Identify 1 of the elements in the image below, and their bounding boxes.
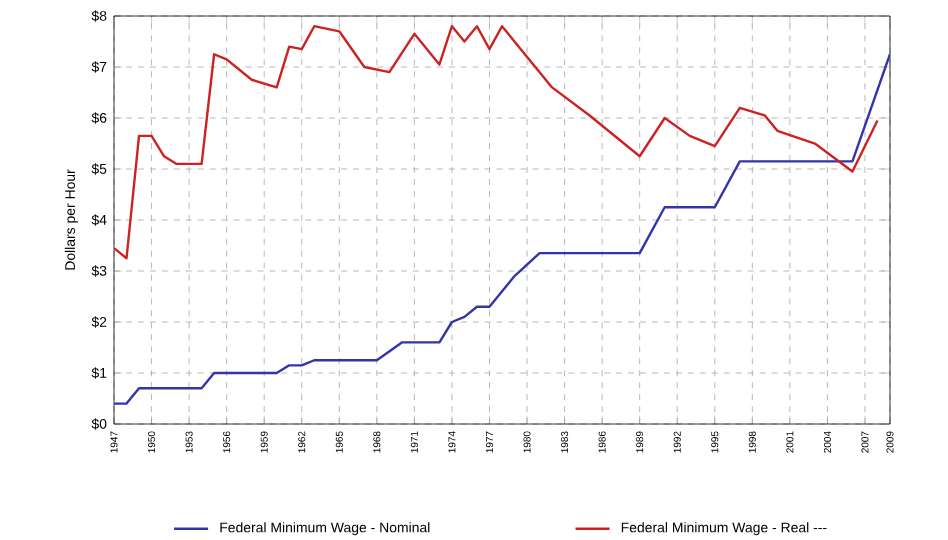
line-series: [114, 53, 890, 405]
